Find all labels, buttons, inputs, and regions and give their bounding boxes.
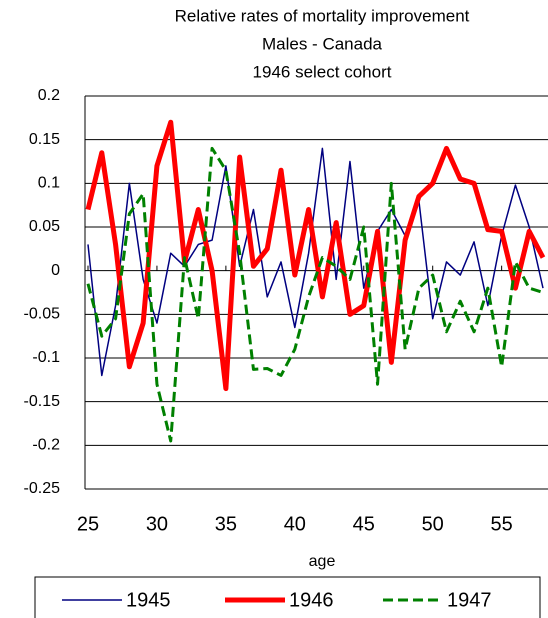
legend-box — [34, 576, 541, 618]
legend-label: 1946 — [289, 589, 334, 611]
y-tick-label: -0.25 — [24, 480, 61, 497]
chart-title: Relative rates of mortality improvement — [175, 6, 470, 25]
x-tick-label: 50 — [422, 513, 444, 535]
legend-label: 1947 — [447, 589, 492, 611]
x-tick-label: 40 — [284, 513, 306, 535]
y-tick-label: -0.05 — [24, 306, 61, 323]
y-tick-label: 0 — [51, 262, 60, 279]
y-tick-label: 0.05 — [29, 218, 60, 235]
y-tick-label: 0.2 — [38, 87, 60, 104]
series-line — [86, 146, 544, 443]
x-tick-label: 45 — [353, 513, 375, 535]
x-tick-label: 30 — [146, 513, 168, 535]
y-tick-label: 0.15 — [29, 131, 60, 148]
x-tick-label: 55 — [491, 513, 513, 535]
y-tick-label: -0.2 — [32, 437, 60, 454]
chart-subtitle: Males - Canada — [262, 34, 383, 53]
y-tick-label: 0.1 — [38, 175, 60, 192]
legend-label: 1945 — [126, 589, 171, 611]
chart-subtitle: 1946 select cohort — [253, 62, 392, 81]
y-tick-label: -0.15 — [24, 393, 61, 410]
x-axis-label: age — [309, 553, 336, 570]
series-line — [87, 147, 544, 377]
series-line — [85, 119, 546, 392]
x-tick-label: 25 — [77, 513, 99, 535]
x-tick-label: 35 — [215, 513, 237, 535]
y-tick-label: -0.1 — [32, 349, 60, 366]
